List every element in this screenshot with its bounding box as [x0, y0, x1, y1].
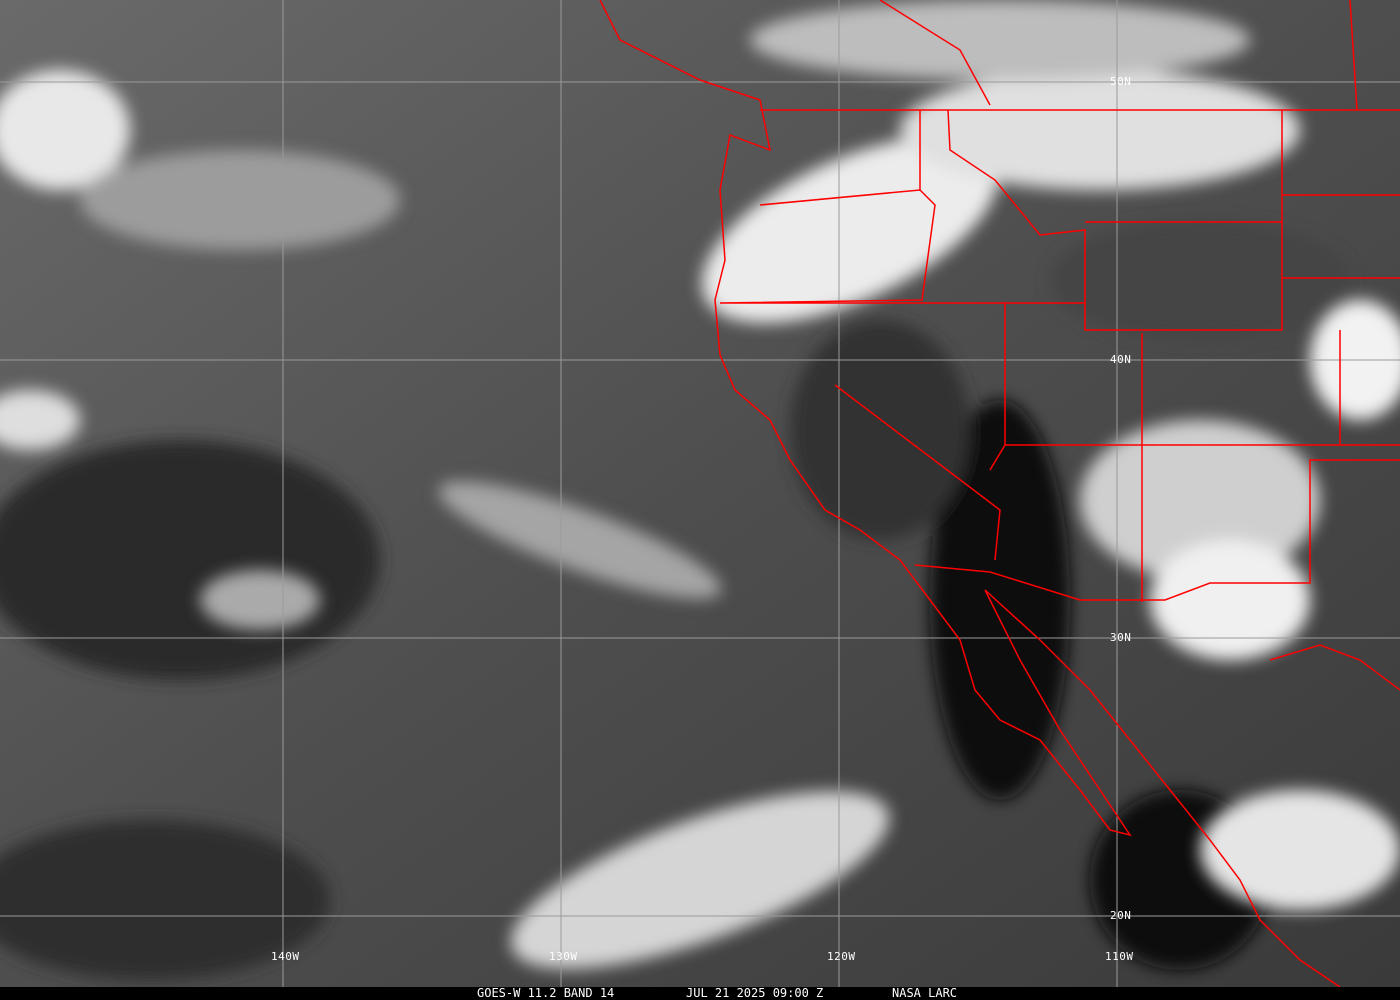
satellite-band-label: GOES-W 11.2 BAND 14: [477, 986, 615, 1000]
lat-label-20n: 20N: [1110, 909, 1132, 922]
datetime-label: JUL 21 2025 09:00 Z: [686, 986, 824, 1000]
image-caption-bar: GOES-W 11.2 BAND 14 JUL 21 2025 09:00 Z …: [0, 987, 1400, 1000]
lon-label-130w: 130W: [549, 950, 578, 963]
state-borders: [719, 109, 1400, 602]
lat-label-50n: 50N: [1110, 75, 1132, 88]
lon-label-140w: 140W: [271, 950, 300, 963]
lon-label-120w: 120W: [827, 950, 856, 963]
lon-label-110w: 110W: [1105, 950, 1134, 963]
lat-label-40n: 40N: [1110, 353, 1132, 366]
lat-label-30n: 30N: [1110, 631, 1132, 644]
coastline-west: [599, 0, 1132, 837]
border-us-mexico: [914, 459, 1400, 601]
coastline-canada-north: [879, 0, 1358, 111]
coastline-mainland-mexico: [984, 589, 1341, 987]
coastline-gulf-mexico: [1269, 644, 1400, 691]
source-label: NASA LARC: [892, 986, 958, 1000]
political-borders: [599, 0, 1400, 987]
